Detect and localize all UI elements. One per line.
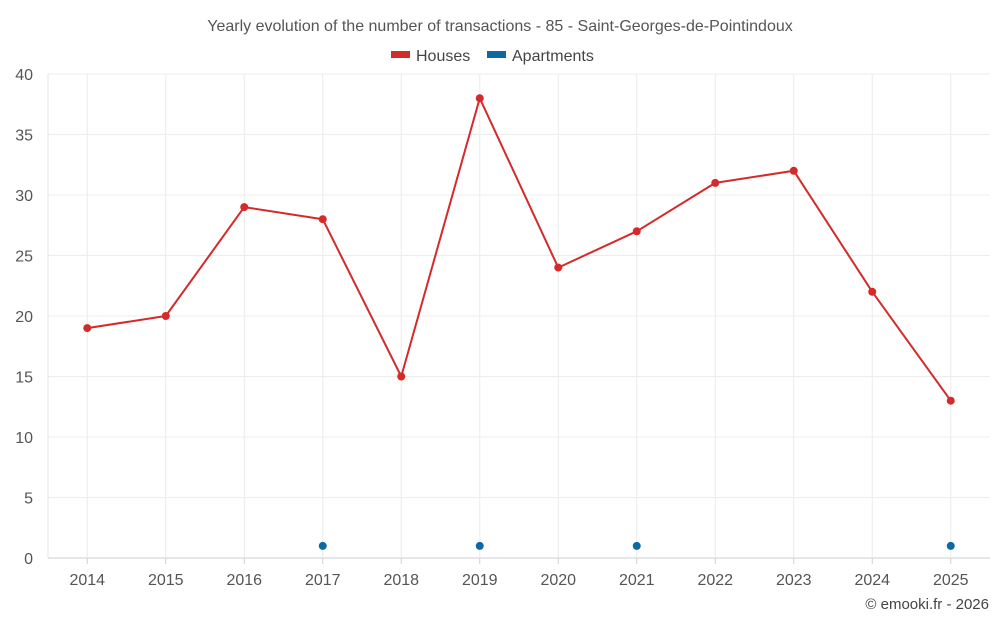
y-tick-label: 25 [15, 249, 33, 266]
y-tick-label: 20 [15, 309, 33, 326]
y-axis-ticks: 0 5 10 15 20 25 30 35 40 [15, 67, 33, 568]
data-point-houses-2016[interactable] [240, 203, 249, 212]
x-tick-label: 2015 [148, 572, 184, 589]
grid [47, 73, 990, 559]
legend-item-apartments[interactable]: Apartments [487, 48, 594, 65]
x-tick-label: 2014 [69, 572, 105, 589]
data-point-houses-2025[interactable] [946, 396, 955, 405]
legend-label-apartments: Apartments [512, 48, 594, 65]
data-point-apartments-2021[interactable] [632, 541, 641, 550]
legend-label-houses: Houses [416, 48, 470, 65]
y-tick-label: 30 [15, 188, 33, 205]
x-tick-label: 2025 [933, 572, 969, 589]
data-point-houses-2017[interactable] [318, 215, 327, 224]
x-tick-label: 2020 [540, 572, 576, 589]
y-tick-label: 40 [15, 67, 33, 84]
data-point-houses-2021[interactable] [632, 227, 641, 236]
x-tick-label: 2021 [619, 572, 655, 589]
y-tick-label: 0 [24, 551, 33, 568]
data-point-houses-2015[interactable] [161, 312, 170, 320]
data-point-houses-2018[interactable] [397, 372, 406, 381]
data-point-houses-2019[interactable] [475, 94, 484, 103]
x-axis-ticks: 2014 2015 2016 2017 2018 2019 2020 2021 2022 2023… [69, 558, 969, 589]
x-tick-label: 2018 [383, 572, 419, 589]
series-line-houses [87, 97, 952, 402]
legend-swatch-apartments [487, 51, 506, 58]
series-layer [83, 94, 955, 550]
x-tick-label: 2024 [854, 572, 890, 589]
y-tick-label: 35 [15, 128, 33, 145]
data-point-houses-2022[interactable] [711, 178, 720, 187]
data-point-houses-2014[interactable] [83, 324, 92, 333]
x-tick-label: 2019 [462, 572, 498, 589]
data-point-apartments-2025[interactable] [946, 541, 955, 550]
x-tick-label: 2016 [226, 572, 262, 589]
x-tick-label: 2023 [776, 572, 812, 589]
data-point-houses-2020[interactable] [554, 263, 563, 272]
y-tick-label: 15 [15, 370, 33, 387]
chart-title: Yearly evolution of the number of transa… [207, 18, 793, 35]
data-point-apartments-2019[interactable] [475, 541, 484, 550]
x-tick-label: 2022 [697, 572, 733, 589]
credit-text: © emooki.fr - 2026 [865, 596, 989, 613]
data-point-apartments-2017[interactable] [318, 541, 327, 550]
y-tick-label: 10 [15, 430, 33, 447]
data-point-houses-2024[interactable] [868, 287, 877, 296]
x-tick-label: 2017 [305, 572, 341, 589]
legend-item-houses[interactable]: Houses [391, 48, 470, 65]
y-tick-label: 5 [24, 491, 33, 508]
legend-swatch-houses [391, 51, 410, 58]
legend: Houses Apartments [391, 48, 594, 65]
data-point-houses-2023[interactable] [789, 166, 798, 175]
